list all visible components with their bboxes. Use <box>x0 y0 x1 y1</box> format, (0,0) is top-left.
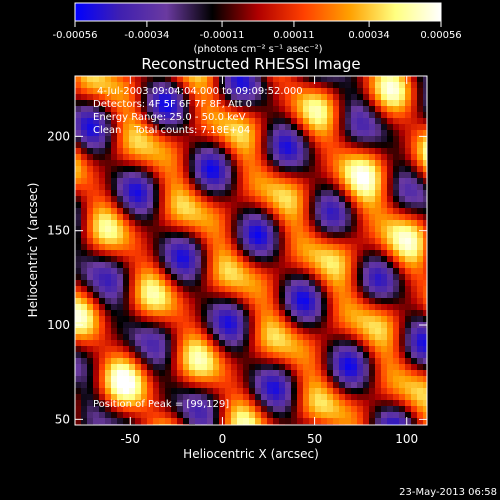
x-axis-ticks: -50 0 50 100 <box>120 76 418 446</box>
heatmap-field <box>75 76 427 425</box>
y-tick-label: 150 <box>47 224 70 238</box>
x-axis-label: Heliocentric X (arcsec) <box>183 447 319 461</box>
colorbar-ticks: -0.00056 -0.00034 -0.00011 0.00011 0.00034 0.… <box>53 21 462 41</box>
annotation-clean: Clean Total counts: 7.18E+04 <box>93 125 250 136</box>
annotation-time-range: 4-Jul-2003 09:04:04.000 to 09:09:52.000 <box>97 86 303 97</box>
x-tick-label: -50 <box>120 432 140 446</box>
x-tick-label: 100 <box>395 432 418 446</box>
annotation-detectors: Detectors: 4F 5F 6F 7F 8F, Att 0 <box>93 99 252 110</box>
x-tick-label: 50 <box>307 432 322 446</box>
colorbar-units-label: (photons cm⁻² s⁻¹ asec⁻²) <box>193 44 322 55</box>
x-tick-label: 0 <box>219 432 227 446</box>
y-tick-label: 50 <box>55 412 70 426</box>
y-axis-ticks: 50 100 150 200 <box>47 129 427 426</box>
colorbar-tick-label: 0.00011 <box>273 30 314 41</box>
colorbar <box>74 2 442 22</box>
footer-date: 23-May-2013 06:58 <box>399 487 497 498</box>
annotation-energy: Energy Range: 25.0 - 50.0 keV <box>93 112 246 123</box>
colorbar-tick-label: -0.00011 <box>200 30 245 41</box>
plot-frame <box>74 75 428 426</box>
colorbar-tick-label: 0.00034 <box>348 30 389 41</box>
y-axis-label: Heliocentric Y (arcsec) <box>26 183 40 318</box>
colorbar-tick-label: -0.00056 <box>53 30 98 41</box>
annotation-peak-position: Position of Peak = [99,129] <box>93 399 229 410</box>
chart-title: Reconstructed RHESSI Image <box>141 55 360 73</box>
y-tick-label: 100 <box>47 318 70 332</box>
colorbar-tick-label: 0.00056 <box>420 30 461 41</box>
colorbar-tick-label: -0.00034 <box>124 30 169 41</box>
y-tick-label: 200 <box>47 129 70 143</box>
